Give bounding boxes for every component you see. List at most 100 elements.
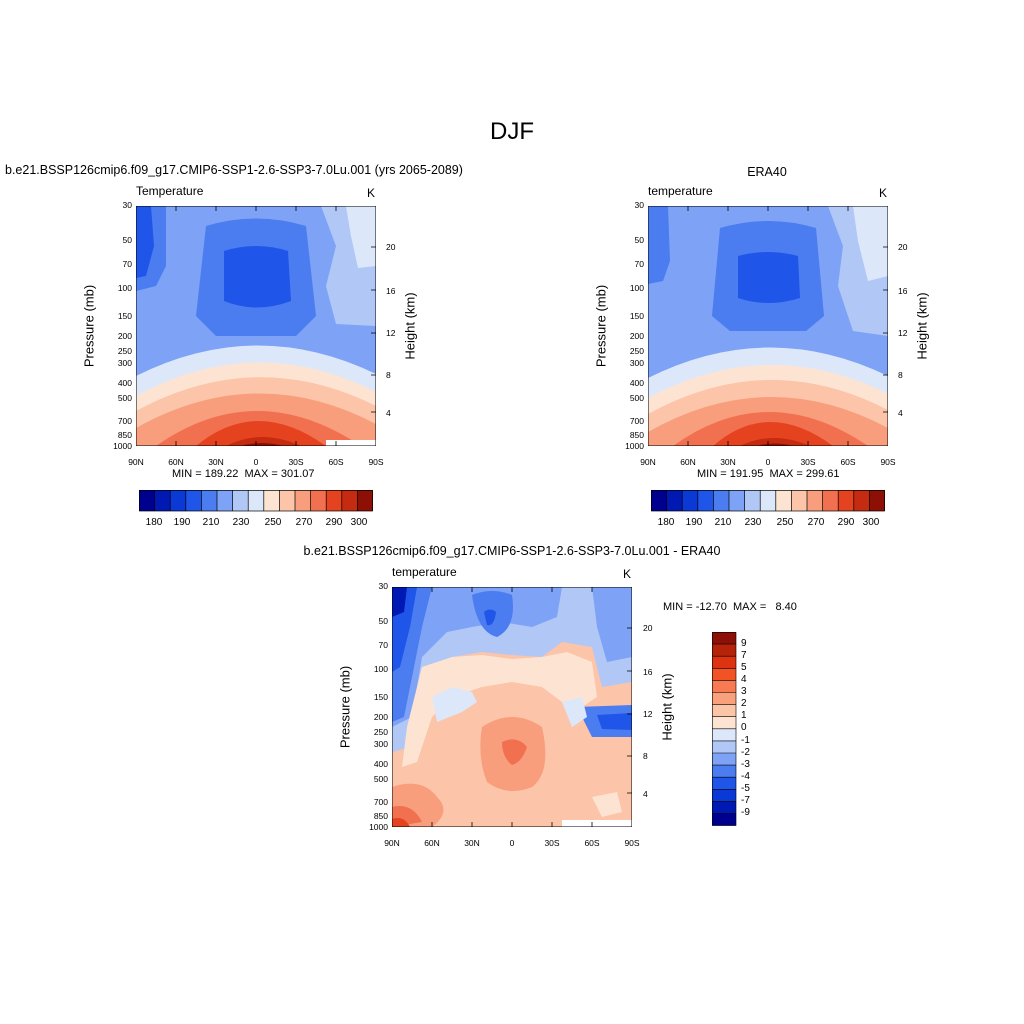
panel1-xtick-90S: 90S — [368, 457, 384, 467]
panel3-min: MIN = -12.70 — [663, 601, 727, 613]
panel2-cb-label-300: 300 — [862, 517, 880, 528]
panel3-rtick-8: 8 — [643, 751, 648, 761]
panel1-band-lower-6 — [196, 421, 326, 446]
panel2-xtick-30N: 30N — [720, 457, 736, 467]
panel2-ytick-200: 200 — [629, 331, 644, 341]
panel3-missing-data — [562, 820, 632, 827]
panel3-ytick-850: 850 — [373, 811, 388, 821]
panel3-ytick-1000: 1000 — [369, 822, 388, 832]
panel3-xtick-0: 0 — [509, 838, 515, 848]
panel1-cb-label-190: 190 — [173, 517, 191, 528]
panel3-rtick-4: 4 — [643, 789, 648, 799]
panel3-rtick-12: 12 — [643, 709, 653, 719]
panel2-xtick-0: 0 — [765, 457, 771, 467]
panel2-xtick-60S: 60S — [840, 457, 856, 467]
panel3-cb-label-4: 4 — [741, 674, 747, 685]
panel3-cb-label-0: 0 — [741, 722, 747, 733]
panel2-colorbar — [651, 490, 885, 512]
panel1-ytick-500: 500 — [117, 393, 132, 403]
panel3-ticks — [431, 587, 632, 827]
panel2-cb-label-250: 250 — [776, 517, 794, 528]
panel2-ticks — [687, 206, 888, 446]
panel3-title: b.e21.BSSP126cmip6.f09_g17.CMIP6-SSP1-2.… — [303, 544, 721, 558]
panel3-band-upper-center-core — [484, 609, 496, 626]
panel1-xtick-30N: 30N — [208, 457, 224, 467]
panel1-colorbar — [139, 490, 373, 512]
panel3-colorbar-boxes — [712, 632, 736, 826]
panel3-cb-label-neg7: -7 — [741, 795, 750, 806]
panel2-contour-plot — [648, 206, 888, 446]
panel2-colorbar-boxes — [651, 490, 885, 511]
panel3-ytick-30: 30 — [378, 581, 388, 591]
panel3-variable: temperature — [392, 565, 457, 579]
panel1-stats: MIN = 189.22 MAX = 301.07 — [172, 468, 315, 480]
panel1-xtick-60N: 60N — [168, 457, 184, 467]
panel1-ytick-400: 400 — [117, 378, 132, 388]
panel1-cb-label-300: 300 — [350, 517, 368, 528]
panel3-xtick-60S: 60S — [584, 838, 600, 848]
panel2-band-lower-8 — [756, 443, 794, 446]
panel3-ytick-400: 400 — [373, 759, 388, 769]
panel3-cb-label-neg1: -1 — [741, 735, 750, 746]
panel2-ylabel: Pressure (mb) — [593, 284, 609, 368]
panel3-xtick-60N: 60N — [424, 838, 440, 848]
panel2-max: MAX = 299.61 — [769, 468, 840, 480]
panel2-ytick-30: 30 — [634, 200, 644, 210]
panel1-ytick-700: 700 — [117, 416, 132, 426]
panel1-min: MIN = 189.22 — [172, 468, 239, 480]
panel1-ytick-300: 300 — [117, 358, 132, 368]
panel3-cb-label-neg2: -2 — [741, 747, 750, 758]
panel2-cb-label-210: 210 — [714, 517, 732, 528]
panel2-ytick-500: 500 — [629, 393, 644, 403]
panel3-band-neutral — [402, 652, 597, 767]
panel1-ytick-50: 50 — [122, 235, 132, 245]
panel2-ytick-300: 300 — [629, 358, 644, 368]
panel3-rtick-20: 20 — [643, 623, 653, 633]
panel3-ylabel-right: Height (km) — [659, 673, 675, 741]
panel2-cb-label-180: 180 — [657, 517, 675, 528]
panel3-ytick-70: 70 — [378, 640, 388, 650]
panel1-max: MAX = 301.07 — [244, 468, 315, 480]
panel1-xtick-90N: 90N — [128, 457, 144, 467]
panel2-band-right-top — [853, 206, 888, 281]
panel1-ylabel-right: Height (km) — [402, 292, 418, 360]
panel1-ytick-850: 850 — [117, 430, 132, 440]
panel2-xtick-90S: 90S — [880, 457, 896, 467]
panel3-cb-label-1: 1 — [741, 710, 747, 721]
panel2-rtick-12: 12 — [898, 328, 908, 338]
panel3-colorbar — [712, 632, 737, 826]
panel2-ytick-1000: 1000 — [625, 441, 644, 451]
panel3-max: MAX = 8.40 — [733, 601, 797, 613]
panel3-contour-plot — [392, 587, 632, 827]
panel2-rtick-16: 16 — [898, 286, 908, 296]
panel3-ytick-500: 500 — [373, 774, 388, 784]
panel1-xtick-30S: 30S — [288, 457, 304, 467]
panel2-cb-label-290: 290 — [837, 517, 855, 528]
panel1-xtick-60S: 60S — [328, 457, 344, 467]
panel1-band-lower-7 — [226, 437, 301, 446]
panel2-title: ERA40 — [747, 165, 787, 179]
panel3-cb-label-neg4: -4 — [741, 771, 750, 782]
panel1-rtick-20: 20 — [386, 242, 396, 252]
panel3-ylabel: Pressure (mb) — [337, 665, 353, 749]
panel3-cb-label-9: 9 — [741, 638, 747, 649]
panel1-missing-data — [326, 440, 376, 446]
panel2-xtick-60N: 60N — [680, 457, 696, 467]
panel2-ytick-100: 100 — [629, 283, 644, 293]
panel2-ytick-700: 700 — [629, 416, 644, 426]
panel2-ylabel-right: Height (km) — [914, 292, 930, 360]
panel2-cb-label-230: 230 — [744, 517, 762, 528]
panel3-xtick-90S: 90S — [624, 838, 640, 848]
panel3-cb-label-neg5: -5 — [741, 783, 750, 794]
panel1-ytick-70: 70 — [122, 259, 132, 269]
panel1-band-tropical-core — [224, 246, 291, 308]
panel2-band-lower-7 — [740, 438, 810, 446]
panel3-cb-label-3: 3 — [741, 686, 747, 697]
panel2-cb-label-270: 270 — [807, 517, 825, 528]
panel3-ytick-250: 250 — [373, 727, 388, 737]
panel3-ytick-150: 150 — [373, 692, 388, 702]
panel1-contour-plot — [136, 206, 376, 446]
panel1-rtick-4: 4 — [386, 408, 391, 418]
panel2-ytick-850: 850 — [629, 430, 644, 440]
panel3-ytick-200: 200 — [373, 712, 388, 722]
